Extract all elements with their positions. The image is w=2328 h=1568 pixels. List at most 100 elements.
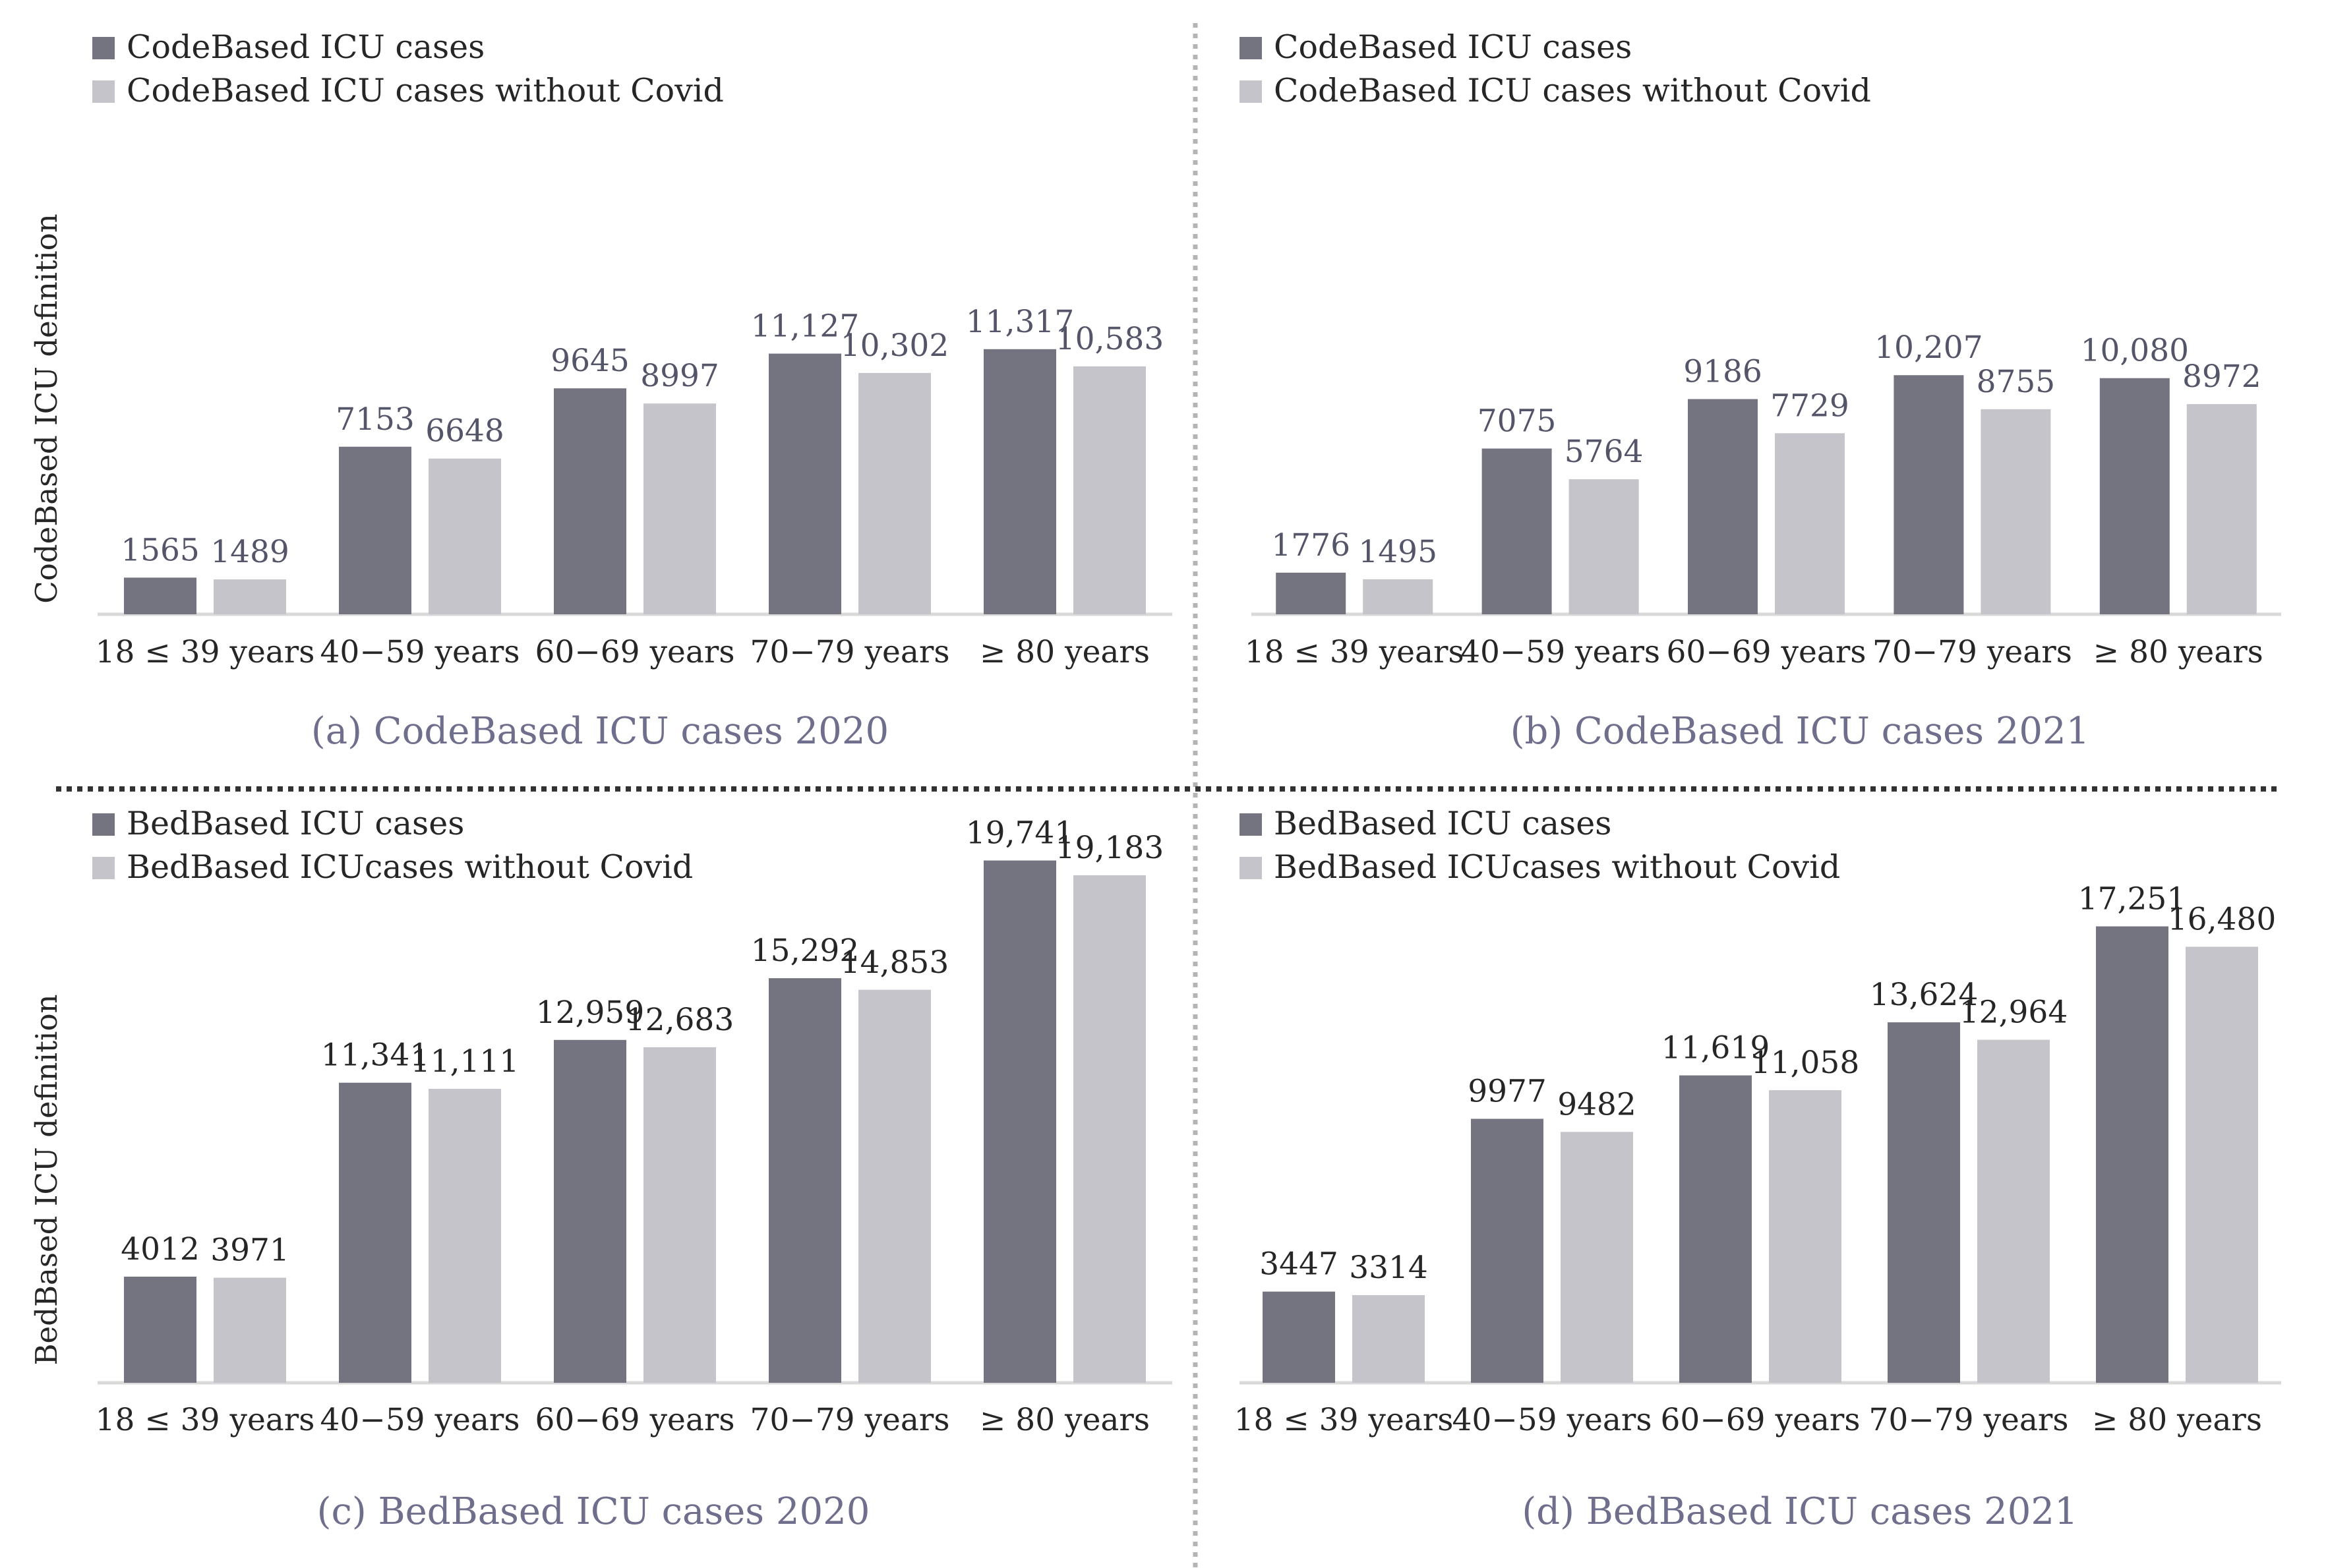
row-label-bedbased: BedBased ICU definition [29,994,64,1365]
x-tick-label: 18 ≤ 39 years [1234,1402,1454,1438]
legend-swatch [92,857,115,879]
x-tick-label: 70−79 years [750,634,950,670]
bar [1561,1132,1633,1383]
bar [339,1082,411,1383]
bar [1073,366,1146,614]
x-tick-label: 70−79 years [750,1402,950,1438]
bar [643,403,716,614]
data-label: 8755 [1977,364,2056,400]
data-label: 11,111 [411,1043,519,1080]
chart-panel-c: BedBased ICU cases BedBased ICUcases with… [92,805,1172,1533]
data-label: 5764 [1565,434,1644,470]
legend-label: BedBased ICU cases [1274,805,1611,842]
bar [1276,572,1346,614]
chart-caption: (a) CodeBased ICU cases 2020 [311,710,889,753]
bar [1481,448,1552,614]
chart-panel-b: CodeBased ICU cases CodeBased ICU cases w… [1239,28,2281,753]
bar [984,349,1056,614]
x-tick-label: ≥ 80 years [2092,1402,2262,1438]
data-label: 10,583 [1056,321,1164,357]
data-label: 12,683 [626,1002,734,1038]
data-label: 11,317 [966,304,1074,340]
data-label: 4012 [121,1231,200,1267]
legend-label: CodeBased ICU cases [1274,28,1632,66]
data-label: 19,741 [966,815,1074,852]
data-label: 16,480 [2168,901,2276,937]
bar [1073,875,1146,1383]
legend-swatch [92,813,115,836]
x-tick-label: 40−59 years [320,634,520,670]
bar [1888,1022,1960,1383]
x-tick-label: 18 ≤ 39 years [1245,634,1464,670]
bar [429,458,501,614]
bar [1471,1118,1543,1383]
bar [2096,926,2168,1383]
bar [2186,404,2257,614]
legend-label: BedBased ICUcases without Covid [127,848,693,886]
bar [214,1277,286,1383]
data-label: 7729 [1770,388,1849,424]
x-tick-label: 60−69 years [535,1402,735,1438]
bar [643,1047,716,1383]
bar [858,372,931,614]
data-label: 1565 [121,532,200,568]
bar [214,579,286,614]
legend-label: CodeBased ICU cases without Covid [1274,72,1871,109]
x-tick-label: 40−59 years [320,1402,520,1438]
bar [124,1276,196,1383]
legend-label: BedBased ICU cases [127,805,464,842]
bar [1977,1039,2050,1383]
x-tick-label: 18 ≤ 39 years [96,1402,315,1438]
legend-swatch [92,37,115,59]
bar [1894,375,1964,614]
legend-swatch [92,80,115,103]
bar [124,577,196,614]
x-tick-label: 60−69 years [535,634,735,670]
row-label-codebased: CodeBased ICU definition [29,214,64,604]
bar [769,353,841,614]
bar [1775,433,1845,614]
data-label: 3447 [1259,1246,1338,1283]
data-label: 17,251 [2078,881,2186,917]
data-label: 8972 [2182,359,2261,395]
chart-panel-a: CodeBased ICU cases CodeBased ICU cases w… [92,28,1172,753]
data-label: 7153 [336,401,415,438]
x-tick-label: ≥ 80 years [980,634,1150,670]
data-label: 10,207 [1874,330,1983,366]
bar [2186,946,2258,1383]
data-label: 11,127 [751,308,859,345]
data-label: 3971 [210,1233,289,1269]
bar [339,446,411,614]
legend-swatch [1239,37,1262,59]
bar [554,1039,626,1383]
bar [1688,399,1758,614]
chart-caption: (c) BedBased ICU cases 2020 [317,1490,870,1533]
x-tick-label: 60−69 years [1667,634,1866,670]
data-label: 12,964 [1959,995,2068,1031]
bar [1568,479,1639,614]
legend-label: BedBased ICUcases without Covid [1274,848,1840,886]
x-tick-label: 70−79 years [1872,634,2072,670]
chart-caption: (d) BedBased ICU cases 2021 [1522,1490,2077,1533]
legend-label: CodeBased ICU cases [127,28,485,66]
bar [429,1088,501,1383]
data-label: 1489 [210,534,289,570]
chart-caption: (b) CodeBased ICU cases 2021 [1510,710,2090,753]
x-tick-label: ≥ 80 years [980,1402,1150,1438]
data-label: 15,292 [751,933,859,969]
data-label: 10,302 [841,328,949,364]
data-label: 12,959 [536,995,644,1031]
data-label: 11,341 [321,1037,429,1074]
x-tick-label: 40−59 years [1452,1402,1652,1438]
bar [1352,1294,1425,1383]
data-label: 11,058 [1751,1045,1859,1081]
data-label: 19,183 [1056,830,1164,866]
bar [2099,378,2170,614]
data-label: 11,619 [1661,1030,1770,1066]
bar [1363,579,1433,614]
bar [1769,1090,1841,1383]
data-label: 7075 [1477,403,1557,440]
bar [1263,1291,1335,1383]
data-label: 9645 [551,343,630,379]
